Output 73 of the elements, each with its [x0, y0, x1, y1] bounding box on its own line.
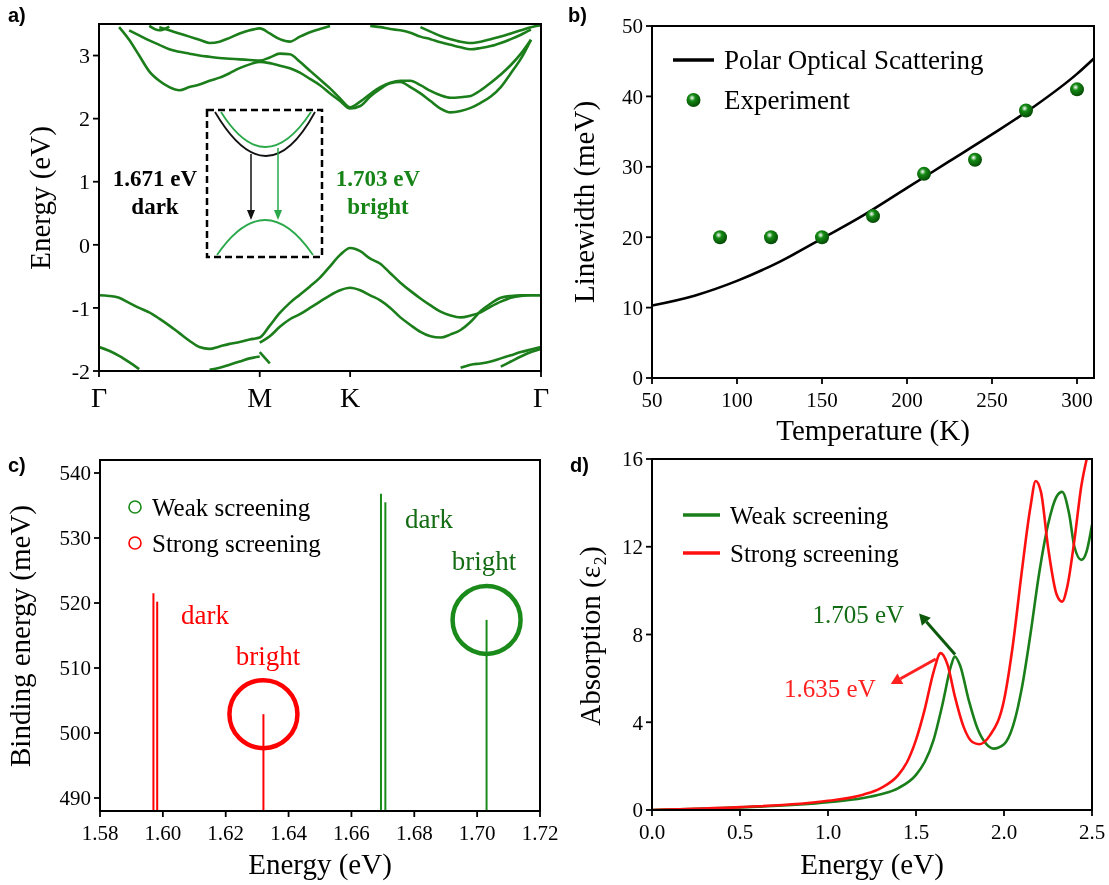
- x-tick-label: 1.70: [458, 821, 496, 845]
- x-axis-title: Temperature (K): [776, 414, 970, 447]
- legend-label: Weak screening: [152, 493, 311, 521]
- y-tick-label: 2: [79, 106, 90, 132]
- annotation: 1.705 eV: [812, 601, 905, 629]
- x-tick-label: 0.0: [638, 820, 666, 844]
- y-axis-title: Energy (eV): [24, 126, 57, 270]
- annotation: dark: [131, 194, 179, 219]
- annotation: bright: [347, 194, 410, 219]
- y-tick-label: 40: [622, 84, 643, 109]
- annotation: 1.671 eV: [112, 166, 198, 191]
- annotation: bright: [451, 546, 517, 576]
- x-tick-label: 0.5: [726, 820, 754, 844]
- x-tick-label: 1.64: [270, 821, 308, 845]
- x-tick-label: K: [340, 382, 361, 413]
- x-tick-label: 1.62: [207, 821, 245, 845]
- y-tick-label: 50: [622, 14, 643, 39]
- annotation: dark: [405, 504, 454, 534]
- x-tick-label: 1.0: [814, 820, 842, 844]
- x-tick-label: Γ: [532, 382, 550, 413]
- x-tick-label: 1.60: [144, 821, 182, 845]
- y-tick-label: 0: [632, 798, 643, 823]
- chart-title: c): [8, 454, 26, 476]
- x-tick-label: 250: [976, 388, 1008, 412]
- y-tick-label: 4: [632, 710, 644, 735]
- annotation: 1.635 eV: [784, 675, 876, 703]
- chart-title: b): [568, 4, 587, 26]
- x-tick-label: 150: [806, 388, 838, 412]
- y-tick-label: 3: [79, 43, 90, 69]
- y-tick-label: 10: [622, 295, 643, 320]
- x-tick-label: 1.58: [81, 821, 119, 845]
- y-tick-label: 530: [59, 526, 91, 551]
- y-tick-label: 540: [59, 461, 91, 486]
- x-tick-label: Γ: [90, 382, 108, 413]
- y-axis-title: Linewidth (meV): [568, 100, 601, 304]
- legend-label: Polar Optical Scattering: [724, 45, 984, 76]
- x-tick-label: 100: [721, 388, 753, 412]
- y-tick-label: 510: [59, 656, 91, 681]
- x-tick-label: 1.72: [521, 821, 559, 845]
- legend-label: Weak screening: [730, 501, 889, 529]
- x-tick-label: 1.68: [395, 821, 433, 845]
- chart-title: d): [570, 454, 589, 476]
- y-tick-label: -2: [71, 358, 90, 384]
- x-tick-label: 1.5: [902, 820, 930, 844]
- y-tick-label: 490: [59, 786, 91, 811]
- x-tick-label: M: [247, 382, 273, 413]
- y-tick-label: -1: [71, 295, 90, 321]
- y-tick-label: 30: [622, 155, 643, 180]
- annotation: bright: [235, 641, 301, 671]
- legend-label: Experiment: [724, 85, 851, 116]
- legend-label: Strong screening: [152, 529, 322, 557]
- y-tick-label: 16: [622, 447, 643, 472]
- y-tick-label: 520: [59, 591, 91, 616]
- y-tick-label: 20: [622, 225, 643, 250]
- x-axis-title: Energy (eV): [800, 848, 944, 881]
- x-axis-title: Energy (eV): [248, 848, 392, 881]
- y-axis-title: Absorption (ε₂): [574, 546, 607, 726]
- chart-title: a): [8, 4, 26, 26]
- y-tick-label: 0: [632, 366, 643, 391]
- y-tick-label: 12: [622, 535, 643, 560]
- legend-label: Strong screening: [730, 539, 900, 567]
- x-tick-label: 1.66: [333, 821, 370, 845]
- x-tick-label: 200: [891, 388, 923, 412]
- y-tick-label: 0: [79, 232, 90, 258]
- x-tick-label: 300: [1061, 388, 1093, 412]
- y-tick-label: 500: [59, 721, 91, 746]
- y-axis-title: Binding energy (meV): [4, 504, 37, 768]
- x-tick-label: 2.5: [1078, 820, 1106, 844]
- annotation: dark: [181, 600, 230, 630]
- y-tick-label: 1: [79, 169, 90, 195]
- annotation: 1.703 eV: [335, 166, 421, 191]
- y-tick-label: 8: [632, 622, 643, 647]
- x-tick-label: 2.0: [990, 820, 1018, 844]
